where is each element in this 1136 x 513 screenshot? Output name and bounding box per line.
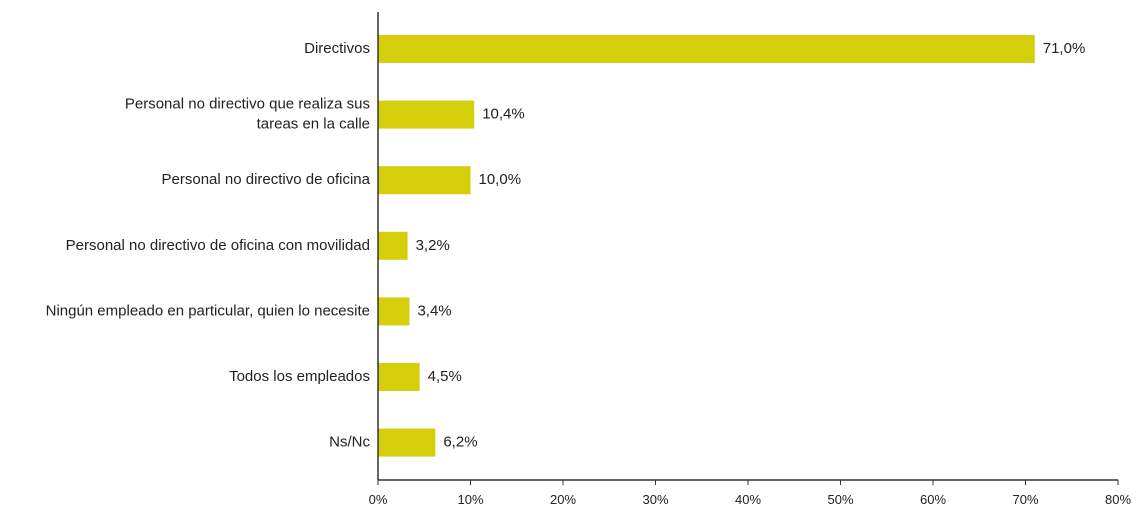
x-tick-label-1: 10%	[457, 492, 483, 507]
value-label-2: 10,0%	[479, 171, 522, 188]
category-label-2: Personal no directivo de oficina	[162, 171, 371, 188]
bars-layer	[378, 35, 1035, 457]
category-label-line: Todos los empleados	[229, 368, 370, 385]
category-label-4: Ningún empleado en particular, quien lo …	[46, 302, 370, 319]
x-tick-label-3: 30%	[642, 492, 668, 507]
category-label-line: Personal no directivo que realiza sus	[125, 96, 370, 113]
bar-2	[378, 166, 471, 195]
bar-0	[378, 35, 1035, 63]
bar-3	[378, 231, 408, 260]
axis-layer: 0% 10% 20% 30% 40% 50% 60% 70% 80%	[369, 12, 1131, 507]
category-label-0: Directivos	[304, 40, 370, 57]
category-label-line: Personal no directivo de oficina con mov…	[66, 237, 370, 254]
value-label-4: 3,4%	[417, 302, 451, 319]
value-label-0: 71,0%	[1043, 40, 1086, 57]
value-labels-layer: 71,0% 10,4% 10,0% 3,2% 3,4% 4,5% 6,2%	[416, 40, 1086, 451]
category-label-5: Todos los empleados	[229, 368, 370, 385]
category-label-line: Directivos	[304, 40, 370, 57]
bar-6	[378, 428, 436, 457]
bar-4	[378, 297, 410, 326]
x-tick-label-8: 80%	[1105, 492, 1131, 507]
category-label-line: Personal no directivo de oficina	[162, 171, 371, 188]
x-tick-label-5: 50%	[827, 492, 853, 507]
value-label-1: 10,4%	[482, 106, 525, 123]
x-tick-label-4: 40%	[735, 492, 761, 507]
category-label-line: Ningún empleado en particular, quien lo …	[46, 302, 370, 319]
category-label-6: Ns/Nc	[329, 434, 370, 451]
x-tick-label-7: 70%	[1012, 492, 1038, 507]
category-labels-layer: Directivos Personal no directivo que real…	[46, 40, 371, 451]
category-label-line: tareas en la calle	[257, 116, 370, 133]
category-label-3: Personal no directivo de oficina con mov…	[66, 237, 370, 254]
value-label-6: 6,2%	[443, 434, 477, 451]
category-label-line: Ns/Nc	[329, 434, 370, 451]
value-label-5: 4,5%	[428, 368, 462, 385]
category-label-1: Personal no directivo que realiza sus tar…	[125, 96, 370, 133]
x-tick-label-6: 60%	[920, 492, 946, 507]
value-label-3: 3,2%	[416, 237, 450, 254]
bar-1	[378, 100, 475, 129]
bar-5	[378, 363, 420, 391]
x-tick-label-2: 20%	[550, 492, 576, 507]
x-tick-label-0: 0%	[369, 492, 388, 507]
